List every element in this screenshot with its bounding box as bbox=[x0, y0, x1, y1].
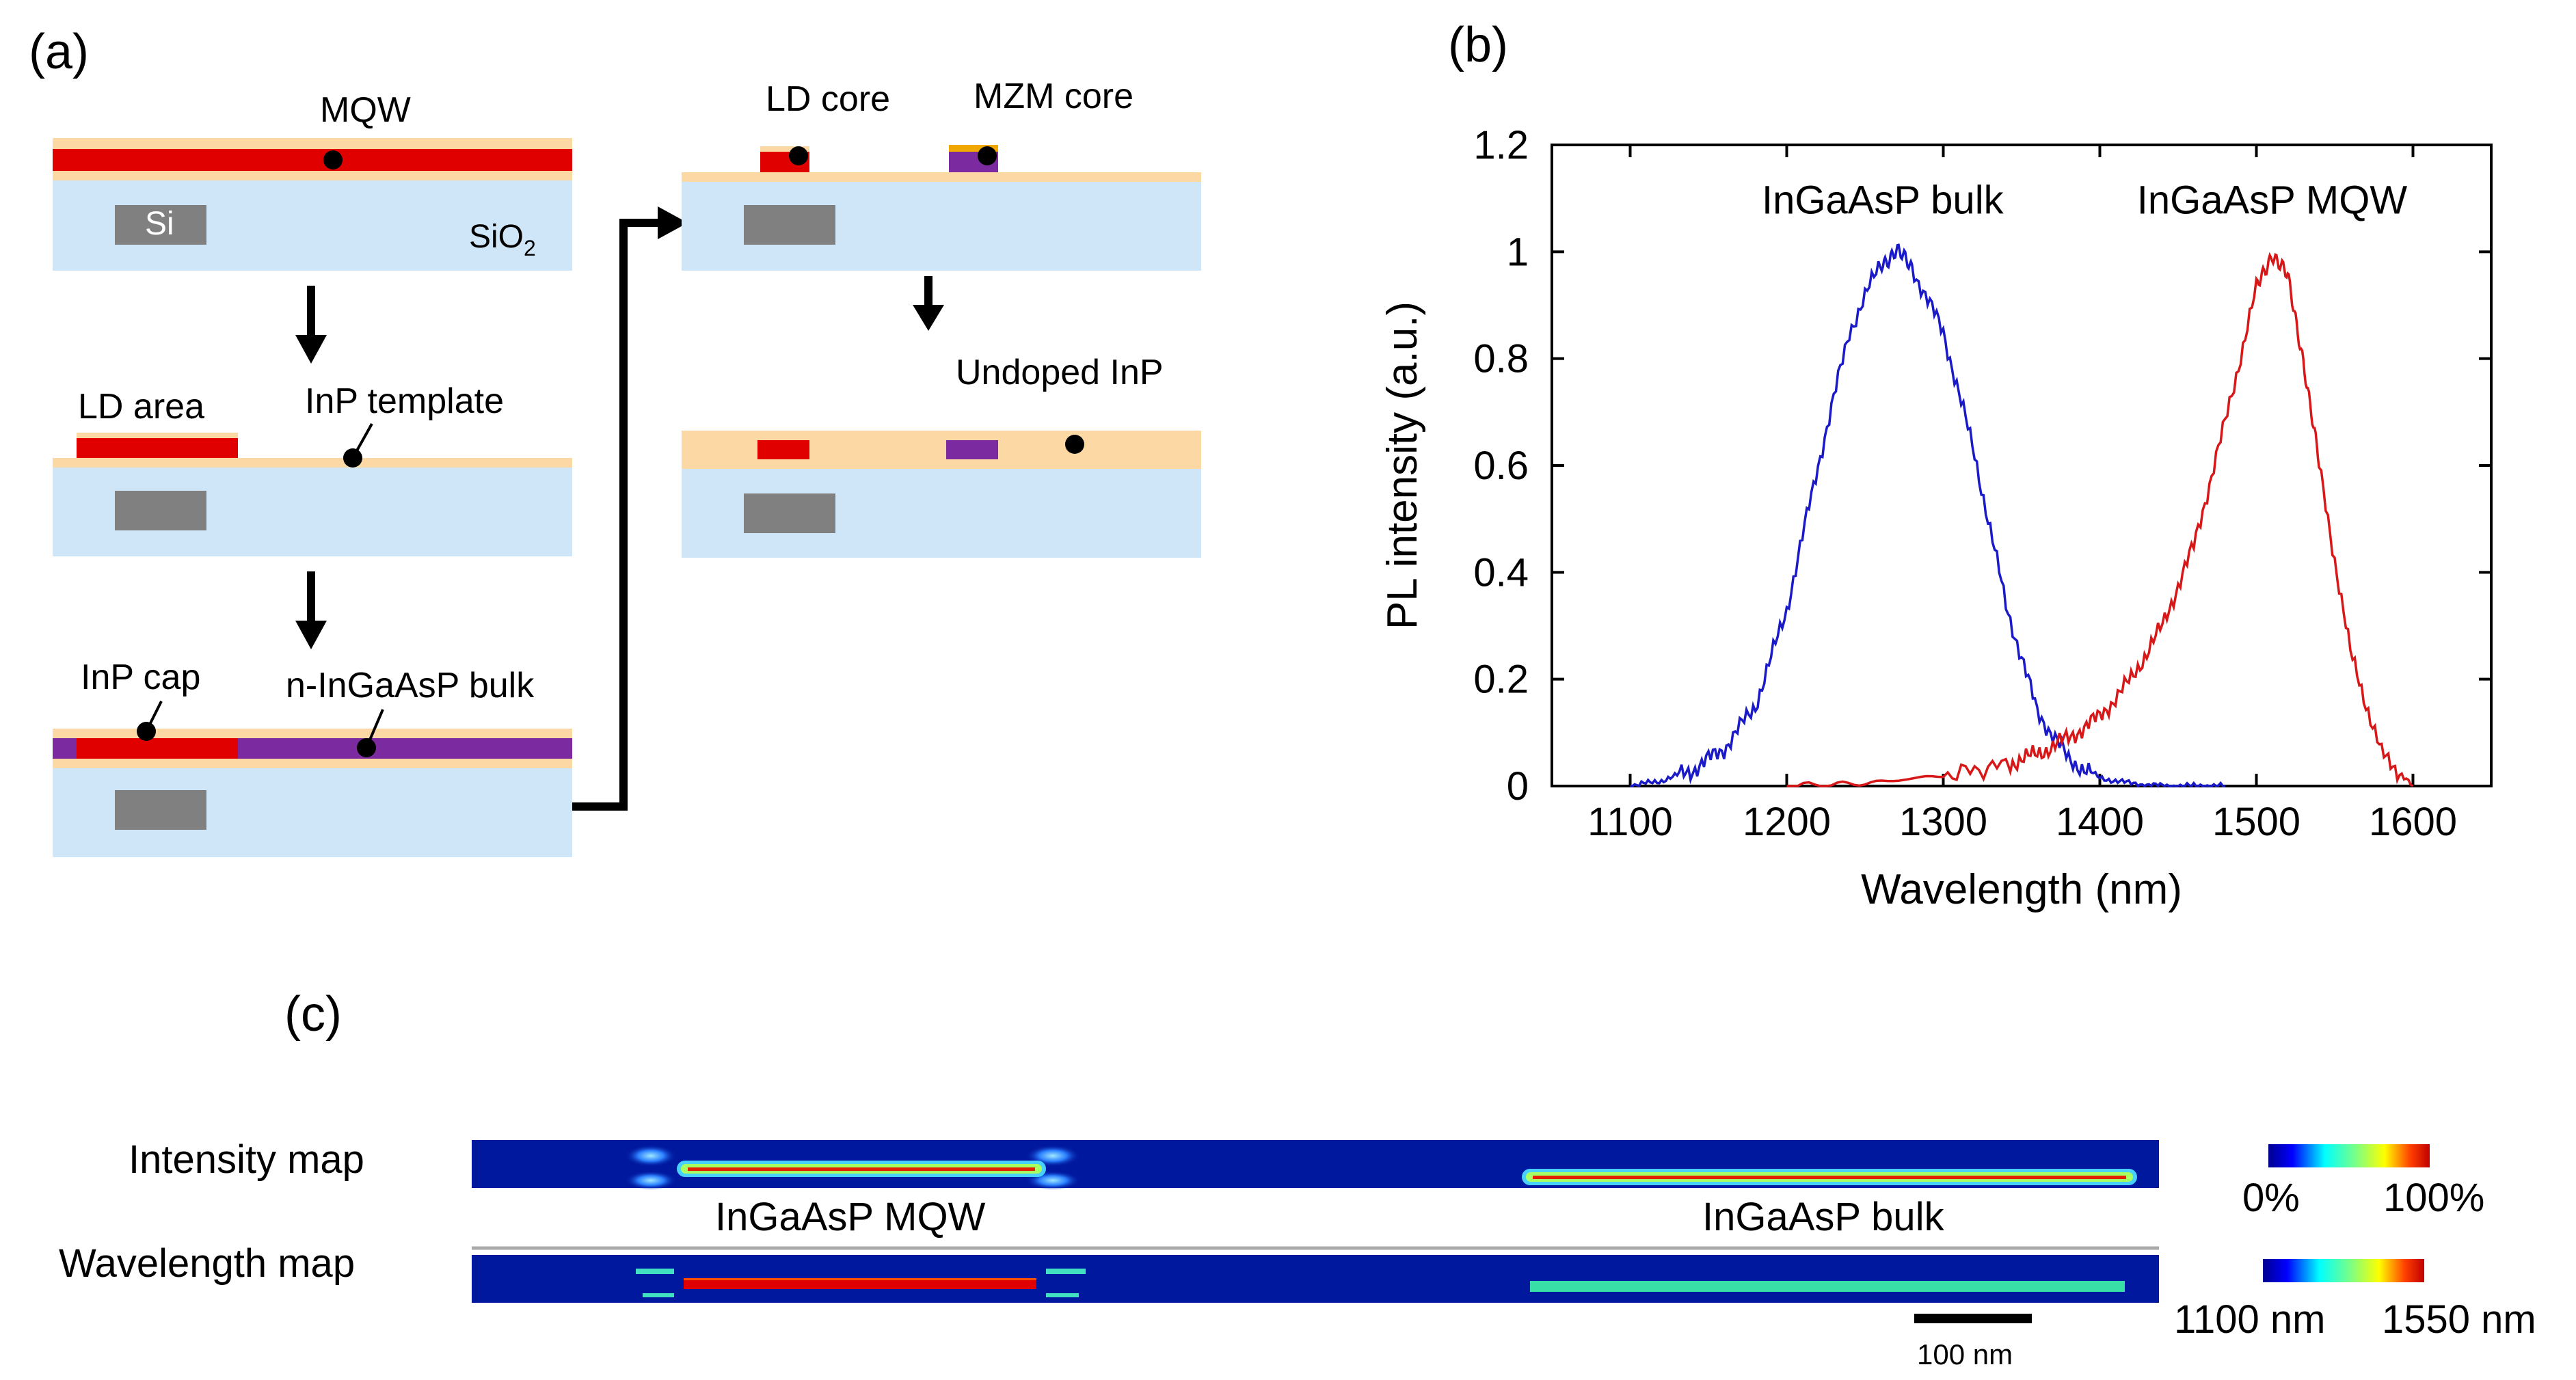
sio2-label: SiO2 bbox=[469, 219, 536, 260]
scale-bar bbox=[1914, 1314, 2032, 1323]
step3-wafer: InP cap n-InGaAsP bulk bbox=[53, 658, 572, 857]
ld-area-label: LD area bbox=[78, 387, 204, 427]
down-arrow-3-head bbox=[913, 305, 944, 331]
mqw-layer bbox=[53, 149, 572, 171]
x-tick-label: 1500 bbox=[2212, 800, 2300, 844]
series-label-mqw: InGaAsP MQW bbox=[2137, 178, 2408, 222]
x-axis-label: Wavelength (nm) bbox=[1861, 866, 2182, 913]
ld-core-embedded bbox=[757, 440, 809, 459]
inp-cap-dot bbox=[137, 722, 156, 741]
mzm-core-label: MZM core bbox=[974, 77, 1133, 116]
panel-c-label: (c) bbox=[284, 987, 342, 1042]
undoped-inp-label: Undoped InP bbox=[956, 353, 1164, 392]
teal-spot bbox=[643, 1293, 674, 1297]
inp-cap-layer bbox=[53, 729, 572, 738]
undoped-inp-dot bbox=[1065, 435, 1084, 454]
si-waveguide bbox=[115, 790, 206, 830]
x-tick-label: 1200 bbox=[1743, 800, 1831, 844]
mqw-wavelength-edge bbox=[684, 1278, 1036, 1280]
teal-spot bbox=[1046, 1269, 1086, 1274]
inp-layer-top bbox=[53, 138, 572, 149]
ld-area-block bbox=[77, 437, 238, 458]
wavelength-scale-min: 1100 nm bbox=[2174, 1297, 2325, 1342]
y-tick-label: 0.2 bbox=[1473, 658, 1529, 702]
bulk-map-label: InGaAsP bulk bbox=[1702, 1195, 1945, 1239]
inp-cap-label: InP cap bbox=[81, 658, 200, 697]
y-tick-label: 0.8 bbox=[1473, 337, 1529, 381]
step5-wafer: Undoped InP bbox=[682, 353, 1201, 558]
y-tick-label: 0.4 bbox=[1473, 550, 1529, 595]
step1-wafer: Si SiO2 MQW bbox=[53, 90, 572, 271]
intensity-scale-max: 100% bbox=[2383, 1176, 2484, 1220]
x-tick-label: 1100 bbox=[1587, 800, 1673, 844]
si-waveguide bbox=[744, 205, 835, 245]
step2-wafer: LD area InP template bbox=[53, 381, 572, 556]
series-line-bulk bbox=[1630, 243, 2225, 788]
panel-c: (c) Intensity map Wavelength map InGaAsP… bbox=[59, 987, 2536, 1370]
si-label: Si bbox=[145, 206, 174, 242]
mqw-block bbox=[77, 738, 238, 759]
si-waveguide bbox=[115, 205, 206, 245]
mzm-core-embedded bbox=[946, 440, 998, 459]
ld-area-cap bbox=[77, 433, 238, 438]
mzm-core-dot bbox=[978, 146, 997, 165]
glow-spot bbox=[625, 1171, 677, 1190]
y-tick-label: 1 bbox=[1507, 230, 1529, 274]
wavelength-scale-max: 1550 nm bbox=[2382, 1297, 2536, 1342]
series-label-bulk: InGaAsP bulk bbox=[1762, 178, 2004, 222]
wavelength-map bbox=[472, 1255, 2159, 1303]
bulk-wavelength-stripe bbox=[1530, 1281, 2125, 1292]
panel-a: (a) Si SiO2 MQW LD area InP template bbox=[29, 25, 1201, 857]
y-tick-label: 1.2 bbox=[1473, 123, 1529, 167]
bulk-label: n-InGaAsP bulk bbox=[286, 666, 535, 705]
si-waveguide bbox=[115, 491, 206, 530]
x-tick-label: 1600 bbox=[2369, 800, 2457, 844]
glow-spot bbox=[625, 1145, 677, 1167]
scale-bar-label: 100 nm bbox=[1917, 1338, 2013, 1370]
panel-a-label: (a) bbox=[29, 25, 89, 79]
intensity-map bbox=[472, 1140, 2159, 1190]
teal-spot bbox=[1046, 1293, 1079, 1297]
inp-layer-bottom bbox=[53, 171, 572, 180]
panel-b: (b) 1100 1200 1300 1400 1500 1600 0 0.2 0.4 0.6 0.… bbox=[1379, 18, 2493, 913]
intensity-scale-min: 0% bbox=[2242, 1176, 2300, 1220]
y-axis-label: PL intensity (a.u.) bbox=[1379, 301, 1426, 630]
down-arrow-1-head bbox=[295, 335, 327, 364]
series-line-mqw bbox=[1786, 252, 2414, 787]
plot-frame bbox=[1551, 144, 2493, 787]
wavelength-map-label: Wavelength map bbox=[59, 1241, 355, 1286]
wavelength-colorbar bbox=[2263, 1259, 2424, 1282]
si-waveguide bbox=[744, 493, 835, 533]
teal-spot bbox=[636, 1269, 674, 1274]
x-tick-label: 1400 bbox=[2056, 800, 2144, 844]
inp-under-layer bbox=[53, 759, 572, 768]
y-tick-label: 0.6 bbox=[1473, 444, 1529, 488]
bulk-dot bbox=[357, 738, 376, 757]
connector-arrow-head bbox=[658, 206, 688, 239]
x-tick-label: 1300 bbox=[1899, 800, 1987, 844]
y-tick-label: 0 bbox=[1507, 764, 1529, 809]
mzm-core-cap bbox=[949, 145, 998, 152]
ld-core-label: LD core bbox=[766, 79, 890, 119]
bulk-intensity-core bbox=[1533, 1176, 2126, 1179]
mqw-map-label: InGaAsP MQW bbox=[715, 1195, 986, 1239]
ld-core-dot bbox=[789, 146, 808, 165]
step4-wafer: LD core MZM core bbox=[682, 77, 1201, 271]
pl-chart: 1100 1200 1300 1400 1500 1600 0 0.2 0.4 0.6 0.8 1 1.… bbox=[1379, 123, 2493, 913]
mqw-intensity-core bbox=[688, 1167, 1035, 1171]
mqw-wavelength-stripe bbox=[684, 1278, 1036, 1289]
inp-template-dot bbox=[343, 448, 362, 468]
inp-template-layer bbox=[53, 458, 572, 468]
inp-layer bbox=[682, 172, 1201, 182]
ld-core-cap bbox=[760, 146, 809, 152]
intensity-map-label: Intensity map bbox=[129, 1137, 364, 1182]
mqw-pointer-dot bbox=[323, 150, 343, 170]
intensity-colorbar bbox=[2268, 1144, 2430, 1167]
connector-arrow bbox=[572, 219, 663, 811]
down-arrow-2-head bbox=[295, 621, 327, 649]
inp-template-label: InP template bbox=[305, 381, 504, 421]
mqw-label: MQW bbox=[320, 90, 411, 130]
panel-b-label: (b) bbox=[1448, 18, 1508, 72]
